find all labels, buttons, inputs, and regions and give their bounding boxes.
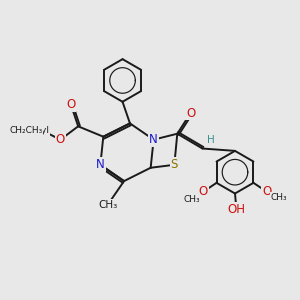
Text: OH: OH [227,203,245,216]
Text: CH₂CH₃: CH₂CH₃ [9,126,43,135]
Text: O: O [199,185,208,198]
Text: O: O [56,133,65,146]
Text: O: O [186,106,195,119]
Text: N: N [149,133,158,146]
Text: ethyl: ethyl [27,126,50,135]
Text: H: H [207,135,215,145]
Text: CH₃: CH₃ [270,193,287,202]
Text: CH₃: CH₃ [98,200,117,210]
Text: S: S [171,158,178,171]
Text: N: N [96,158,105,171]
Text: O: O [262,185,272,198]
Text: O: O [66,98,75,111]
Text: CH₃: CH₃ [183,195,200,204]
